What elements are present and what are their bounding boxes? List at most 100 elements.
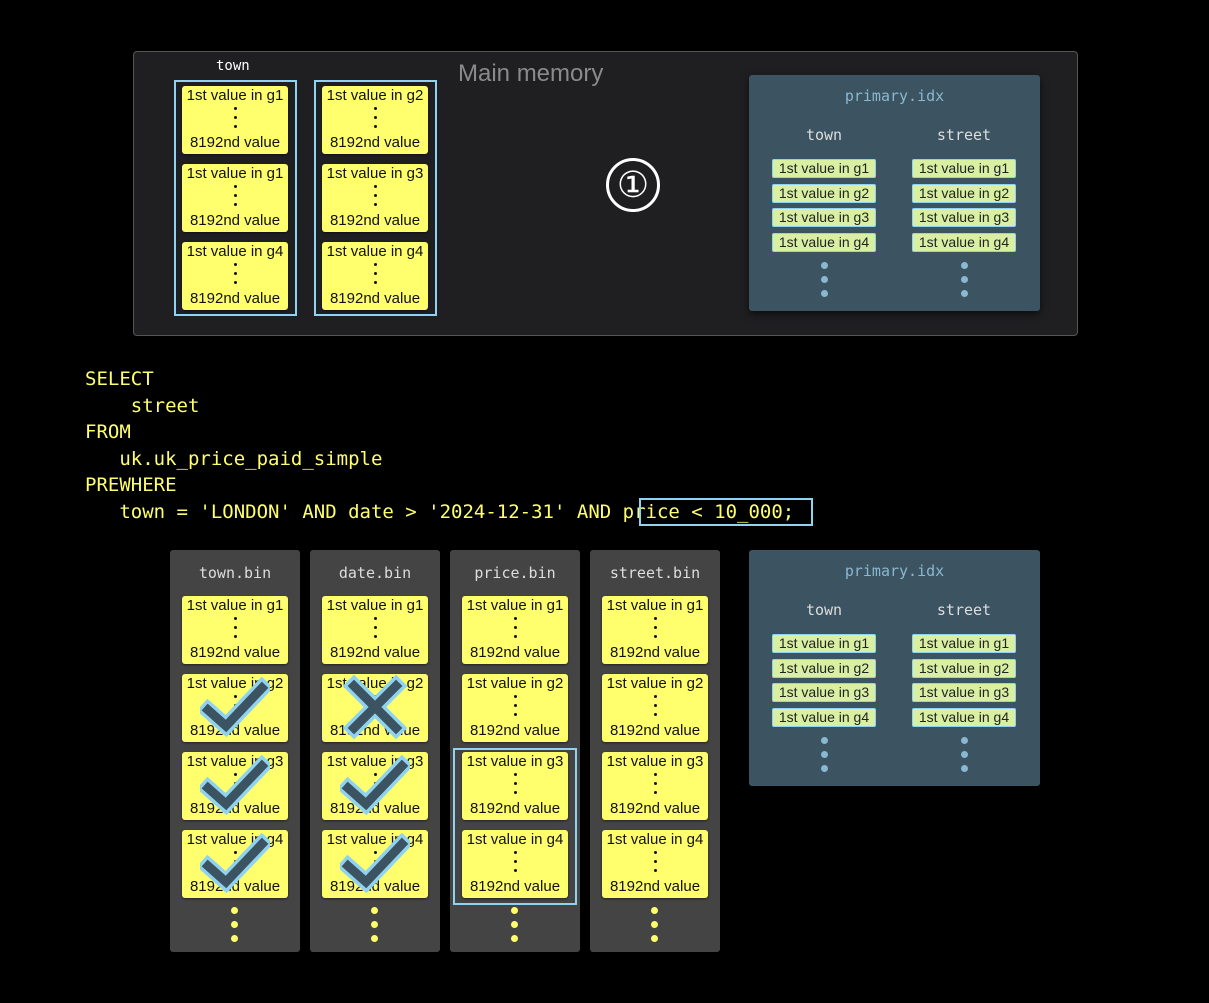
ellipsis-dot xyxy=(373,617,377,620)
ellipsis-dots-icon xyxy=(232,617,238,643)
ellipsis-dot xyxy=(233,851,237,854)
column-in-memory xyxy=(174,80,297,316)
block-last-value: 8192nd value xyxy=(329,800,421,817)
block-first-value: 1st value in g2 xyxy=(466,675,564,692)
data-block: 1st value in g3 8192nd value xyxy=(602,752,708,820)
checkmark-icon xyxy=(340,832,410,894)
ellipsis-dot xyxy=(373,194,377,197)
ellipsis-dots-icon xyxy=(232,185,238,211)
ellipsis-dots-icon xyxy=(372,617,378,643)
sql-query: SELECT street FROM uk.uk_price_paid_simp… xyxy=(85,366,794,526)
ellipsis-dot xyxy=(513,869,517,872)
ellipsis-dots-icon xyxy=(652,695,658,721)
block-last-value: 8192nd value xyxy=(189,644,281,661)
block-last-value: 8192nd value xyxy=(609,800,701,817)
ellipsis-dot xyxy=(373,635,377,638)
ellipsis-dots-icon xyxy=(372,185,378,211)
data-block: 1st value in g1 8192nd value xyxy=(182,86,288,154)
ellipsis-dot xyxy=(373,125,377,128)
primary-index-panel: primary.idx town 1st value in g1 1st value … xyxy=(749,75,1040,311)
block-first-value: 1st value in g3 xyxy=(606,753,704,770)
index-entry: 1st value in g2 xyxy=(772,658,876,678)
ellipsis-dot xyxy=(653,713,657,716)
block-last-value: 8192nd value xyxy=(469,722,561,739)
primary-index-title: primary.idx xyxy=(844,562,945,580)
ellipsis-dot xyxy=(233,626,237,629)
ellipsis-dot xyxy=(371,935,378,942)
ellipsis-dot xyxy=(653,773,657,776)
block-first-value: 1st value in g1 xyxy=(466,597,564,614)
block-last-value: 8192nd value xyxy=(189,722,281,739)
ellipsis-dot xyxy=(651,907,658,914)
ellipsis-dot xyxy=(373,773,377,776)
ellipsis-dot xyxy=(513,704,517,707)
primary-index-panel: primary.idx town 1st value in g1 1st value … xyxy=(749,550,1040,786)
ellipsis-dot xyxy=(373,185,377,188)
ellipsis-dot xyxy=(653,704,657,707)
ellipsis-dot xyxy=(231,921,238,928)
ellipsis-dots-icon xyxy=(372,107,378,133)
ellipsis-dots-icon xyxy=(512,617,518,643)
ellipsis-dot xyxy=(513,635,517,638)
bin-file-title: date.bin xyxy=(338,564,412,582)
ellipsis-dot xyxy=(373,116,377,119)
sql-line: FROM xyxy=(85,421,131,444)
checkmark-icon xyxy=(200,676,270,738)
index-entry: 1st value in g3 xyxy=(772,683,876,702)
ellipsis-dot xyxy=(511,907,518,914)
sql-line: PREWHERE xyxy=(85,474,177,497)
data-block: 1st value in g2 8192nd value xyxy=(462,674,568,742)
ellipsis-dot xyxy=(513,713,517,716)
ellipsis-dot xyxy=(231,907,238,914)
ellipsis-dot xyxy=(513,851,517,854)
ellipsis-dot xyxy=(233,773,237,776)
ellipsis-dot xyxy=(513,773,517,776)
ellipsis-dots-icon xyxy=(512,773,518,799)
ellipsis-dot xyxy=(233,116,237,119)
ellipsis-dots-icon xyxy=(512,851,518,877)
block-first-value: 1st value in g4 xyxy=(466,831,564,848)
ellipsis-dot xyxy=(373,851,377,854)
block-last-value: 8192nd value xyxy=(189,878,281,895)
block-last-value: 8192nd value xyxy=(329,644,421,661)
bin-file-title: price.bin xyxy=(474,564,556,582)
index-entry: 1st value in g1 xyxy=(772,634,876,653)
ellipsis-dot xyxy=(373,281,377,284)
block-first-value: 1st value in g1 xyxy=(186,165,284,182)
index-column-header: street xyxy=(936,126,992,144)
block-last-value: 8192nd value xyxy=(609,722,701,739)
ellipsis-dots-icon xyxy=(512,695,518,721)
ellipsis-dot xyxy=(651,921,658,928)
data-block: 1st value in g4 8192nd value xyxy=(462,830,568,898)
step-number: ① xyxy=(606,158,660,212)
bin-file-title: town.bin xyxy=(198,564,272,582)
block-first-value: 1st value in g4 xyxy=(326,243,424,260)
block-first-value: 1st value in g2 xyxy=(326,87,424,104)
checkmark-icon xyxy=(200,832,270,894)
ellipsis-dot xyxy=(511,935,518,942)
primary-index-title: primary.idx xyxy=(844,87,945,105)
data-block: 1st value in g2 8192nd value xyxy=(322,86,428,154)
block-last-value: 8192nd value xyxy=(609,878,701,895)
ellipsis-dot xyxy=(653,851,657,854)
ellipsis-dot xyxy=(653,869,657,872)
block-last-value: 8192nd value xyxy=(469,644,561,661)
ellipsis-dot xyxy=(233,194,237,197)
ellipsis-dot xyxy=(960,290,968,297)
index-entry: 1st value in g1 xyxy=(912,634,1016,653)
ellipsis-dot xyxy=(233,272,237,275)
ellipsis-dot xyxy=(233,185,237,188)
ellipsis-dot xyxy=(231,935,238,942)
data-block: 1st value in g1 8192nd value xyxy=(322,596,428,664)
ellipsis-dot xyxy=(960,737,968,744)
ellipsis-dot xyxy=(653,791,657,794)
ellipsis-dot xyxy=(653,635,657,638)
ellipsis-dot xyxy=(513,617,517,620)
index-column-header: street xyxy=(936,601,992,619)
index-entry: 1st value in g4 xyxy=(912,232,1016,252)
index-entry: 1st value in g1 xyxy=(772,159,876,178)
ellipsis-dot xyxy=(651,935,658,942)
ellipsis-dot xyxy=(233,107,237,110)
block-last-value: 8192nd value xyxy=(329,878,421,895)
data-block: 1st value in g3 8192nd value xyxy=(322,164,428,232)
